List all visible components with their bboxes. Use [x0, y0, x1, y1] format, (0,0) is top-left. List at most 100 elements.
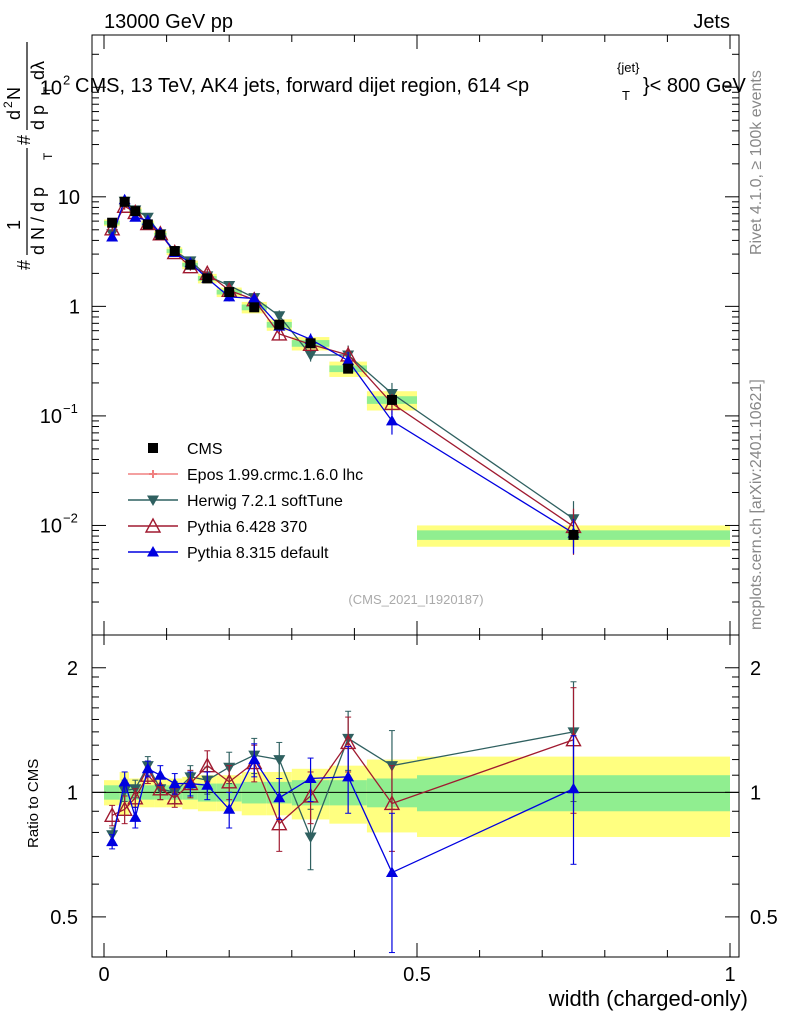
y-tick-label: 1	[69, 296, 80, 318]
legend-marker	[149, 470, 157, 478]
ratio-y-tick-label: 0.5	[50, 907, 78, 929]
ylabel-sup: 2	[1, 101, 15, 108]
legend-label: Pythia 8.315 default	[187, 545, 329, 562]
data-point-cms	[119, 196, 130, 207]
data-point-cms	[142, 219, 153, 230]
ylabel-den2-var: dλ	[28, 61, 48, 80]
ratio-point-pythia-3	[141, 762, 154, 774]
x-tick-label: 0.5	[403, 964, 431, 986]
legend-marker	[147, 546, 159, 557]
series-point-pythia-3	[385, 414, 398, 426]
ratio-point-pythia-2	[152, 780, 169, 796]
data-point-cms	[169, 246, 180, 257]
y-tick-label: 10	[40, 515, 62, 537]
data-point-cms	[249, 302, 260, 313]
data-point-cms	[386, 394, 397, 405]
data-point-cms	[130, 206, 141, 217]
ylabel-sub2: T	[41, 86, 55, 94]
ratio-point-pythia-3	[106, 835, 119, 847]
ylabel-den2: d p	[28, 105, 48, 130]
analysis-watermark: (CMS_2021_I1920187)	[348, 592, 483, 607]
data-point-cms	[224, 287, 235, 298]
ratio-point-pythia-3	[342, 770, 355, 782]
ratio-point-pythia-2	[139, 766, 156, 782]
ratio-point-herwig-1	[273, 755, 286, 766]
chart-title: CMS, 13 TeV, AK4 jets, forward dijet reg…	[75, 75, 529, 97]
ratio-point-pythia-3	[168, 777, 181, 789]
y-tick-label: 10	[58, 187, 80, 209]
ratio-point-pythia-3	[273, 791, 286, 803]
legend: CMS Epos 1.99.crmc.1.6.0 lhc Herwig 7.2.1 …	[128, 441, 363, 562]
legend-marker	[148, 443, 158, 453]
ratio-point-pythia-2	[383, 794, 401, 811]
ylabel-num2: d	[4, 110, 24, 120]
chart-title-main: CMS, 13 TeV, AK4 jets, forward dijet reg…	[75, 75, 529, 97]
ylabel-hash1: #	[14, 260, 34, 270]
mcplots-label: mcplots.cern.ch [arXiv:2401.10621]	[748, 379, 765, 630]
ratio-point-pythia-2	[221, 773, 238, 789]
ratio-y-tick-label: 1	[67, 782, 78, 804]
header-right: Jets	[693, 11, 730, 33]
legend-marker	[147, 495, 159, 506]
ylabel-num2-var: N	[4, 87, 24, 100]
ratio-point-pythia-2	[103, 806, 121, 823]
ratio-y-tick-label-right: 0.5	[750, 907, 778, 929]
series-main	[103, 193, 582, 555]
legend-label: Herwig 7.2.1 softTune	[187, 493, 343, 510]
y-tick-exponent: 2	[63, 72, 70, 87]
y-tick-exponent: −1	[63, 401, 78, 416]
header-left: 13000 GeV pp	[104, 11, 233, 33]
ratio-point-pythia-3	[385, 866, 398, 878]
legend-label: Pythia 6.428 370	[187, 519, 307, 536]
x-tick-label: 0	[98, 964, 109, 986]
data-point-cms	[568, 529, 579, 540]
legend-label: CMS	[187, 441, 223, 458]
ratio-point-pythia-2	[271, 815, 288, 831]
legend-marker	[144, 517, 162, 533]
chart-title-end: }< 800 GeV	[643, 75, 747, 97]
uncertainty-bands-ratio	[92, 756, 739, 837]
ratio-point-pythia-2	[127, 789, 144, 805]
ratio-point-pythia-3	[223, 803, 236, 814]
y-axis-label: # 1 d N / d p T # d 2 N d p T dλ	[1, 42, 55, 270]
ratio-point-pythia-3	[248, 753, 261, 765]
series-ratio	[103, 681, 582, 954]
data-point-cms	[343, 363, 354, 374]
ratio-point-pythia-3	[118, 775, 131, 787]
ratio-plot-frame	[91, 634, 740, 958]
data-point-cms	[274, 319, 285, 330]
ylabel-den1: d N / d p	[28, 187, 48, 255]
series-point-pythia-3	[129, 211, 142, 222]
data-point-cms	[185, 259, 196, 270]
series-point-pythia-3	[106, 230, 119, 242]
series-point-pythia-3	[248, 292, 261, 303]
series-point-herwig-1	[273, 311, 286, 322]
data-point-cms	[305, 338, 316, 349]
ratio-point-pythia-3	[184, 777, 197, 789]
ratio-point-pythia-3	[129, 811, 142, 822]
series-point-pythia-2	[271, 325, 288, 341]
ratio-point-pythia-3	[201, 779, 214, 790]
legend-label: Epos 1.99.crmc.1.6.0 lhc	[187, 467, 363, 484]
chart-title-sub: T	[622, 88, 630, 103]
ratio-y-axis-label: Ratio to CMS	[25, 759, 42, 848]
ratio-point-pythia-2	[116, 800, 133, 816]
ylabel-hash2: #	[14, 135, 34, 145]
x-tick-label: 1	[724, 964, 735, 986]
data-point-cms	[107, 217, 118, 228]
rivet-label: Rivet 4.1.0, ≥ 100k events	[748, 70, 765, 255]
ratio-point-pythia-3	[304, 772, 317, 784]
ylabel-num1: 1	[4, 220, 24, 230]
x-axis-label: width (charged-only)	[548, 986, 748, 1011]
ratio-y-tick-label-right: 1	[750, 782, 761, 804]
chart-title-sup: {jet}	[617, 60, 640, 75]
y-tick-exponent: −2	[63, 510, 78, 525]
ratio-point-herwig-1	[304, 832, 317, 843]
series-point-pythia-3	[342, 354, 355, 366]
y-tick-label: 10	[40, 406, 62, 428]
ratio-point-pythia-2	[166, 789, 183, 805]
y-tick-label: 10	[40, 77, 62, 99]
data-point-cms	[202, 273, 213, 284]
